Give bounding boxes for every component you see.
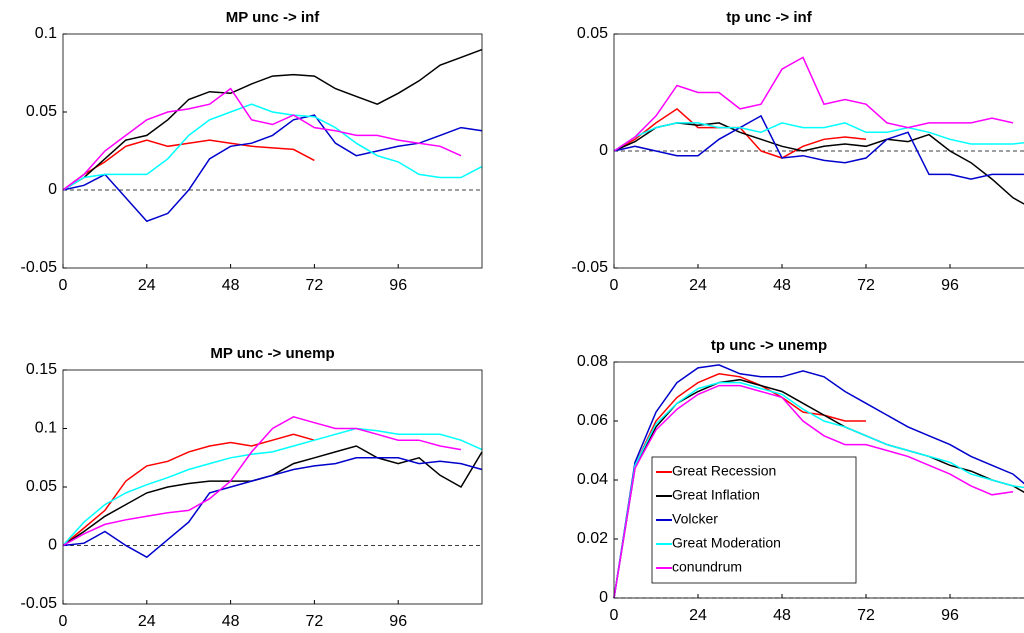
series-line: [613, 378, 1024, 599]
y-tick-label: 0.04: [577, 471, 608, 488]
plot-frame: [613, 361, 1024, 599]
plot-frame: [62, 369, 483, 605]
legend-label: Great Recession: [672, 463, 776, 479]
x-tick-label: 96: [941, 277, 959, 294]
y-tick-label: -0.05: [21, 259, 58, 276]
y-tick-label: 0.06: [577, 412, 608, 429]
x-tick-label: 96: [941, 607, 959, 624]
chart-title: MP unc -> unemp: [210, 345, 334, 362]
series-line: [62, 139, 315, 191]
series-line: [613, 56, 1014, 152]
x-tick-label: 48: [773, 607, 791, 624]
series-line: [62, 114, 483, 223]
x-tick-label: 0: [59, 277, 68, 294]
x-tick-label: 72: [306, 277, 324, 294]
legend-label: Great Inflation: [672, 487, 760, 503]
series-line: [62, 445, 483, 547]
x-tick-label: 24: [689, 277, 707, 294]
y-tick-label: 0.1: [35, 420, 57, 437]
plot-frame: [62, 33, 483, 269]
series-line: [62, 415, 462, 547]
plot-frame: [613, 33, 1024, 269]
series-line: [613, 364, 1024, 599]
y-tick-label: 0.08: [577, 353, 608, 370]
x-tick-label: 0: [610, 607, 619, 624]
y-tick-label: 0: [599, 589, 608, 606]
y-tick-label: 0.05: [26, 103, 57, 120]
x-tick-label: 24: [138, 613, 156, 630]
series-line: [62, 427, 483, 547]
y-tick-label: 0: [48, 181, 57, 198]
series-line: [613, 122, 1024, 152]
legend-box: [651, 456, 857, 584]
legend-label: conundrum: [672, 559, 742, 575]
series-line: [613, 384, 1014, 599]
y-tick-label: 0: [599, 142, 608, 159]
x-tick-label: 48: [222, 613, 240, 630]
y-tick-label: 0.15: [26, 361, 57, 378]
series-line: [613, 122, 1024, 205]
x-tick-label: 24: [138, 277, 156, 294]
y-tick-label: 0.05: [577, 25, 608, 42]
y-tick-label: 0: [48, 537, 57, 554]
series-line: [62, 103, 483, 191]
x-tick-label: 96: [389, 277, 407, 294]
y-tick-label: 0.05: [26, 478, 57, 495]
series-line: [613, 114, 1024, 180]
y-tick-label: -0.05: [572, 259, 609, 276]
x-tick-label: 48: [773, 277, 791, 294]
y-tick-label: -0.05: [21, 595, 58, 612]
series-line: [62, 433, 315, 547]
series-line: [613, 381, 1024, 599]
chart-title: MP unc -> inf: [226, 9, 320, 26]
series-line: [62, 48, 483, 191]
chart-title: tp unc -> unemp: [711, 337, 827, 354]
series-line: [62, 87, 462, 191]
x-tick-label: 72: [857, 277, 875, 294]
x-tick-label: 0: [610, 277, 619, 294]
x-tick-label: 72: [857, 607, 875, 624]
chart-title: tp unc -> inf: [726, 9, 812, 26]
series-line: [62, 457, 483, 559]
y-tick-label: 0.1: [35, 25, 57, 42]
y-tick-label: 0.02: [577, 530, 608, 547]
x-tick-label: 0: [59, 613, 68, 630]
x-tick-label: 96: [389, 613, 407, 630]
x-tick-label: 48: [222, 277, 240, 294]
x-tick-label: 24: [689, 607, 707, 624]
legend-label: Great Moderation: [672, 535, 781, 551]
x-tick-label: 72: [306, 613, 324, 630]
legend-label: Volcker: [672, 511, 718, 527]
